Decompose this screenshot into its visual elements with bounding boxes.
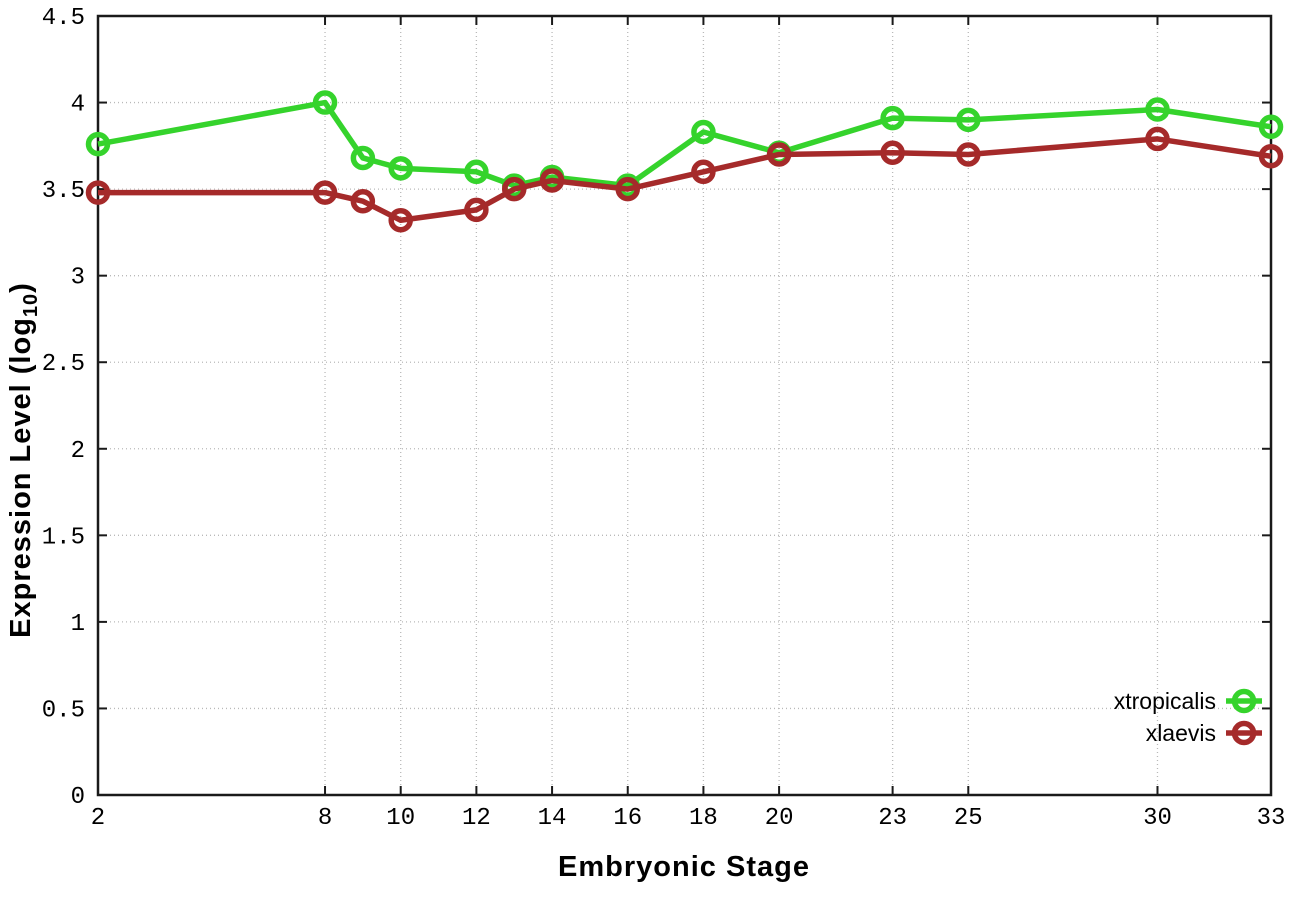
legend-marker-xtropicalis (1231, 688, 1257, 714)
x-tick-label: 30 (1143, 805, 1172, 832)
data-point-xlaevis (85, 180, 111, 205)
y-tick-label: 4 (71, 92, 85, 119)
series-line-xtropicalis (97, 99, 1272, 189)
data-point-xlaevis (615, 176, 640, 202)
x-tick-label: 25 (954, 805, 983, 832)
y-tick-label: 4.5 (42, 5, 85, 32)
data-point-xtropicalis (691, 119, 716, 145)
y-axis-title-subscript: 10 (20, 293, 42, 317)
y-axis-title-close: ) (5, 282, 37, 293)
y-tick-label: 0 (71, 784, 85, 811)
data-point-xtropicalis (880, 105, 905, 131)
x-tick-label: 12 (462, 805, 491, 832)
data-point-xtropicalis (1145, 97, 1170, 122)
x-axis-title: Embryonic Stage (558, 851, 810, 883)
data-point-xlaevis (312, 180, 338, 205)
data-point-xlaevis (691, 159, 716, 185)
x-tick-label: 33 (1257, 805, 1286, 832)
plot-border (96, 14, 1273, 797)
data-point-xlaevis (501, 176, 527, 202)
series-line-xlaevis (98, 136, 1272, 224)
y-axis-title-main: Expression Level (log (5, 317, 37, 638)
x-tick-label: 2 (91, 805, 105, 832)
y-tick-label: 2.5 (42, 351, 85, 378)
data-point-xlaevis (388, 208, 413, 233)
y-tick-label: 0.5 (42, 697, 85, 724)
legend-label-xtropicalis: xtropicalis (1114, 688, 1216, 714)
data-point-xtropicalis (1258, 114, 1284, 140)
data-point-xlaevis (880, 140, 905, 166)
x-tick-label: 14 (538, 805, 567, 832)
x-tick-label: 16 (613, 805, 642, 832)
x-tick-label: 18 (689, 805, 718, 832)
data-point-xlaevis (956, 142, 981, 167)
y-tick-label: 3 (71, 265, 85, 292)
data-point-xtropicalis (464, 159, 489, 185)
data-point-xlaevis (350, 188, 376, 214)
data-point-xlaevis (1145, 126, 1170, 152)
data-point-xtropicalis (312, 90, 338, 115)
y-axis-title: Expression Level (log10) (5, 282, 42, 638)
x-tick-label: 20 (765, 805, 794, 832)
x-tick-label: 10 (386, 805, 415, 832)
x-tick-label: 23 (878, 805, 907, 832)
legend-marker-xlaevis (1231, 720, 1257, 746)
data-point-xtropicalis (350, 145, 376, 171)
x-tick-label: 8 (318, 805, 332, 832)
data-point-xlaevis (766, 142, 792, 167)
y-tick-label: 2 (71, 438, 85, 465)
data-point-xtropicalis (388, 156, 413, 181)
y-tick-label: 3.5 (42, 178, 85, 205)
data-point-xtropicalis (956, 107, 981, 133)
y-tick-label: 1.5 (42, 524, 85, 551)
data-point-xlaevis (539, 168, 565, 193)
data-point-xlaevis (1258, 143, 1284, 169)
y-tick-label: 1 (71, 611, 85, 638)
data-point-xtropicalis (85, 131, 111, 157)
legend-label-xlaevis: xlaevis (1146, 720, 1216, 746)
data-point-xlaevis (464, 197, 489, 223)
